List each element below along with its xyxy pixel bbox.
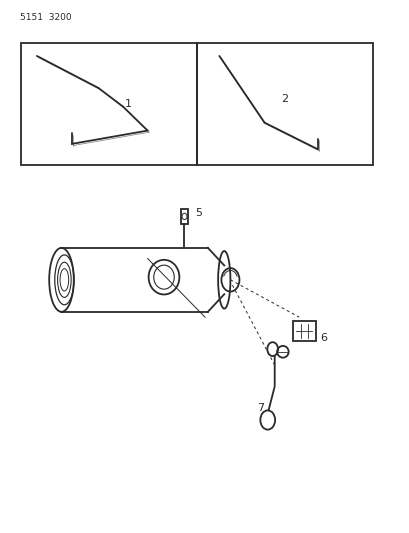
Text: 7: 7 (257, 403, 264, 413)
Text: 5151  3200: 5151 3200 (20, 13, 72, 22)
Text: 5: 5 (194, 208, 201, 218)
Text: 6: 6 (319, 334, 326, 343)
Text: 2: 2 (280, 94, 287, 103)
Text: 1: 1 (125, 99, 132, 109)
